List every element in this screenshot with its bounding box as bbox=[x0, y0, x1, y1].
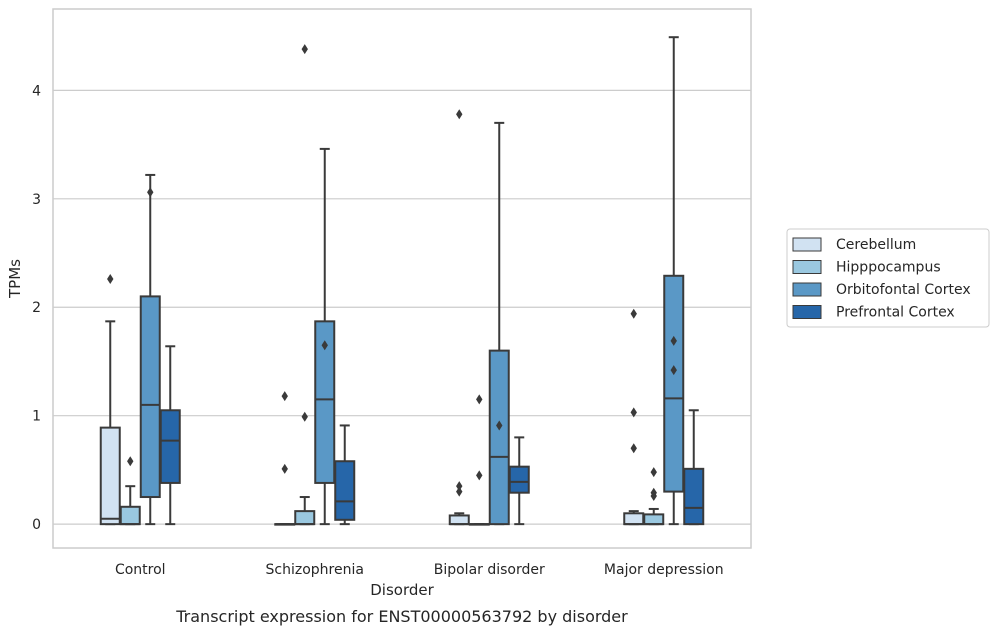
y-axis-label: TPMs bbox=[6, 259, 24, 299]
y-tick-label: 3 bbox=[32, 192, 41, 208]
box-body bbox=[139, 295, 161, 499]
outlier-marker bbox=[321, 340, 328, 351]
outlier-marker bbox=[630, 308, 637, 319]
legend-swatch bbox=[792, 282, 822, 297]
outlier-marker bbox=[496, 420, 503, 431]
box-group bbox=[314, 147, 336, 526]
box-group bbox=[294, 44, 316, 526]
x-axis-label: Disorder bbox=[370, 581, 434, 599]
legend-label: Orbitofontal Cortex bbox=[836, 282, 971, 298]
legend-items: Cerebellum Hipppocampus Orbitofontal Corte… bbox=[792, 237, 971, 321]
box-body bbox=[683, 467, 705, 526]
outlier-marker bbox=[630, 407, 637, 418]
legend-label: Hipppocampus bbox=[836, 260, 941, 276]
outlier-marker bbox=[147, 187, 154, 198]
outlier-marker bbox=[301, 44, 308, 55]
box-body bbox=[99, 426, 121, 526]
outlier-marker bbox=[670, 335, 677, 346]
outlier-marker bbox=[281, 463, 288, 474]
outlier-marker bbox=[456, 109, 463, 120]
y-tick-label: 0 bbox=[32, 517, 41, 533]
y-tick-label: 2 bbox=[32, 300, 41, 316]
y-tick-label: 1 bbox=[32, 409, 41, 425]
box-body bbox=[623, 512, 645, 526]
x-tick-label: Schizophrenia bbox=[266, 562, 364, 578]
box-body bbox=[314, 320, 336, 484]
outlier-marker bbox=[670, 365, 677, 376]
box-group bbox=[508, 436, 530, 526]
box-group bbox=[99, 274, 121, 526]
box-group bbox=[274, 391, 296, 526]
box-group bbox=[334, 424, 356, 526]
outlier-marker bbox=[456, 486, 463, 497]
chart-caption: Transcript expression for ENST0000056379… bbox=[175, 607, 628, 626]
box-group bbox=[643, 467, 665, 526]
y-axis-ticks: 0 1 2 3 4 bbox=[32, 83, 41, 533]
outlier-marker bbox=[630, 443, 637, 454]
legend-swatch bbox=[792, 305, 822, 319]
box-body bbox=[159, 409, 181, 484]
outlier-marker bbox=[650, 487, 657, 498]
box-body bbox=[119, 505, 141, 526]
box-body bbox=[508, 465, 530, 494]
y-tick-label: 4 bbox=[32, 83, 41, 99]
outlier-marker bbox=[107, 274, 114, 285]
legend-swatch bbox=[792, 260, 822, 274]
box-group bbox=[623, 308, 645, 526]
legend-label: Prefrontal Cortex bbox=[836, 305, 955, 321]
box-body bbox=[643, 513, 665, 526]
box-group bbox=[683, 409, 705, 526]
box-group bbox=[139, 173, 161, 526]
box-body bbox=[488, 349, 510, 526]
outlier-marker bbox=[650, 467, 657, 478]
x-axis-ticks: Control Schizophrenia Bipolar disorder Majo… bbox=[115, 562, 724, 578]
box-group bbox=[119, 456, 141, 526]
box-group bbox=[488, 121, 510, 526]
x-tick-label: Bipolar disorder bbox=[434, 562, 545, 578]
box-body bbox=[663, 274, 685, 493]
outlier-marker bbox=[476, 470, 483, 481]
plot-frame bbox=[52, 8, 752, 549]
legend-frame bbox=[786, 228, 990, 328]
outlier-marker bbox=[281, 391, 288, 402]
box-group bbox=[159, 345, 181, 526]
box-group bbox=[448, 109, 470, 526]
outlier-marker bbox=[127, 456, 134, 467]
box-group bbox=[468, 394, 490, 526]
legend-label: Cerebellum bbox=[836, 237, 916, 253]
box-series-layer bbox=[99, 36, 705, 526]
outlier-marker bbox=[301, 411, 308, 422]
x-tick-label: Control bbox=[115, 562, 166, 578]
box-body bbox=[334, 460, 356, 521]
box-group bbox=[663, 36, 685, 526]
outlier-marker bbox=[456, 481, 463, 492]
outlier-marker bbox=[476, 394, 483, 405]
box-body bbox=[448, 514, 470, 526]
legend: Cerebellum Hipppocampus Orbitofontal Corte… bbox=[786, 228, 990, 328]
box-body bbox=[294, 510, 316, 526]
legend-swatch bbox=[792, 237, 822, 252]
x-tick-label: Major depression bbox=[604, 562, 724, 578]
